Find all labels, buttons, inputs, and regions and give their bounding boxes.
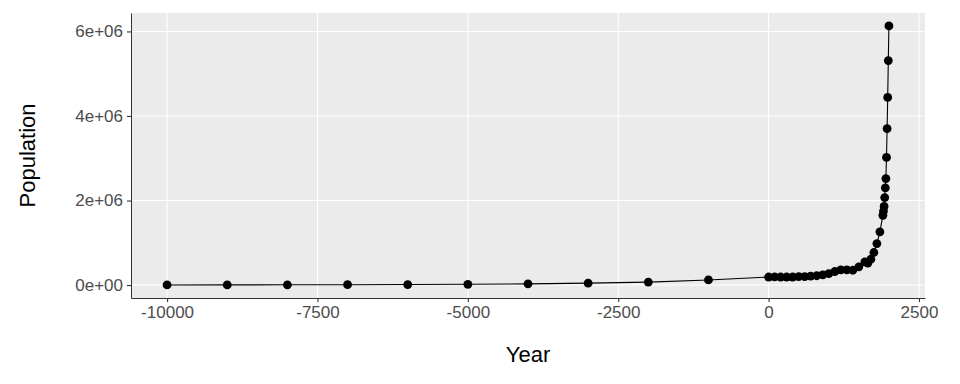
tick-label: -7500 <box>296 303 339 322</box>
point <box>524 279 533 288</box>
axis-line <box>132 298 926 299</box>
point <box>884 56 893 65</box>
tick-label: 6e+06 <box>75 22 123 41</box>
axis-line <box>131 14 132 299</box>
point <box>883 93 892 102</box>
point <box>283 280 292 289</box>
tick: 0e+00 <box>75 276 131 295</box>
line <box>167 26 889 285</box>
point <box>343 280 352 289</box>
tick-mark <box>919 298 920 302</box>
tick: -7500 <box>296 298 339 322</box>
tick-label: 4e+06 <box>75 107 123 126</box>
tick: 2e+06 <box>75 191 131 210</box>
tick-mark <box>618 298 619 302</box>
tick-mark <box>317 298 318 302</box>
tick: 6e+06 <box>75 22 131 41</box>
tick-label: -5000 <box>447 303 490 322</box>
point <box>704 276 713 285</box>
tick-mark <box>127 200 131 201</box>
grid-line-x <box>167 13 168 298</box>
point <box>644 278 653 287</box>
point <box>584 279 593 288</box>
data-layer <box>163 22 894 290</box>
plot: -10000 -7500 -5000 -2500 0 2500 0e+00 2e+06 4e+0… <box>75 13 938 322</box>
point <box>869 248 878 257</box>
tick-label: 0e+00 <box>75 276 123 295</box>
point <box>875 227 884 236</box>
x-axis: -10000 -7500 -5000 -2500 0 2500 <box>132 298 939 322</box>
tick-mark <box>127 116 131 117</box>
point <box>881 183 890 192</box>
chart: -10000 -7500 -5000 -2500 0 2500 0e+00 2e+06 4e+0… <box>0 0 960 384</box>
y-axis: 0e+00 2e+06 4e+06 6e+06 <box>75 14 131 299</box>
grid-line-y <box>131 115 925 116</box>
point <box>463 280 472 289</box>
tick: -10000 <box>141 298 194 322</box>
grid-line-x <box>467 13 468 298</box>
tick-label: 2500 <box>901 303 939 322</box>
tick-label: -10000 <box>141 303 194 322</box>
x-axis-title: Year <box>506 342 550 367</box>
tick: 4e+06 <box>75 107 131 126</box>
tick-mark <box>127 31 131 32</box>
tick: 0 <box>764 298 773 322</box>
grid-line-y <box>131 200 925 201</box>
point <box>880 202 889 211</box>
tick-mark <box>769 298 770 302</box>
point <box>880 193 889 202</box>
point <box>403 280 412 289</box>
tick-label: 0 <box>764 303 773 322</box>
tick: -2500 <box>597 298 640 322</box>
grid-line-x <box>317 13 318 298</box>
tick-label: -2500 <box>597 303 640 322</box>
grid-line-y <box>131 31 925 32</box>
grid-line-x <box>768 13 769 298</box>
point <box>882 174 891 183</box>
grid <box>131 13 925 298</box>
point <box>872 239 881 248</box>
tick-mark <box>468 298 469 302</box>
tick-label: 2e+06 <box>75 191 123 210</box>
tick-mark <box>167 298 168 302</box>
point <box>223 280 232 289</box>
grid-line-x <box>618 13 619 298</box>
tick: 2500 <box>901 298 939 322</box>
point <box>882 153 891 162</box>
y-axis-title: Population <box>15 104 40 208</box>
point <box>883 124 892 133</box>
panel-background <box>131 13 925 298</box>
tick-mark <box>127 285 131 286</box>
point <box>163 281 172 290</box>
point <box>885 22 894 31</box>
tick: -5000 <box>447 298 490 322</box>
grid-line-x <box>918 13 919 298</box>
